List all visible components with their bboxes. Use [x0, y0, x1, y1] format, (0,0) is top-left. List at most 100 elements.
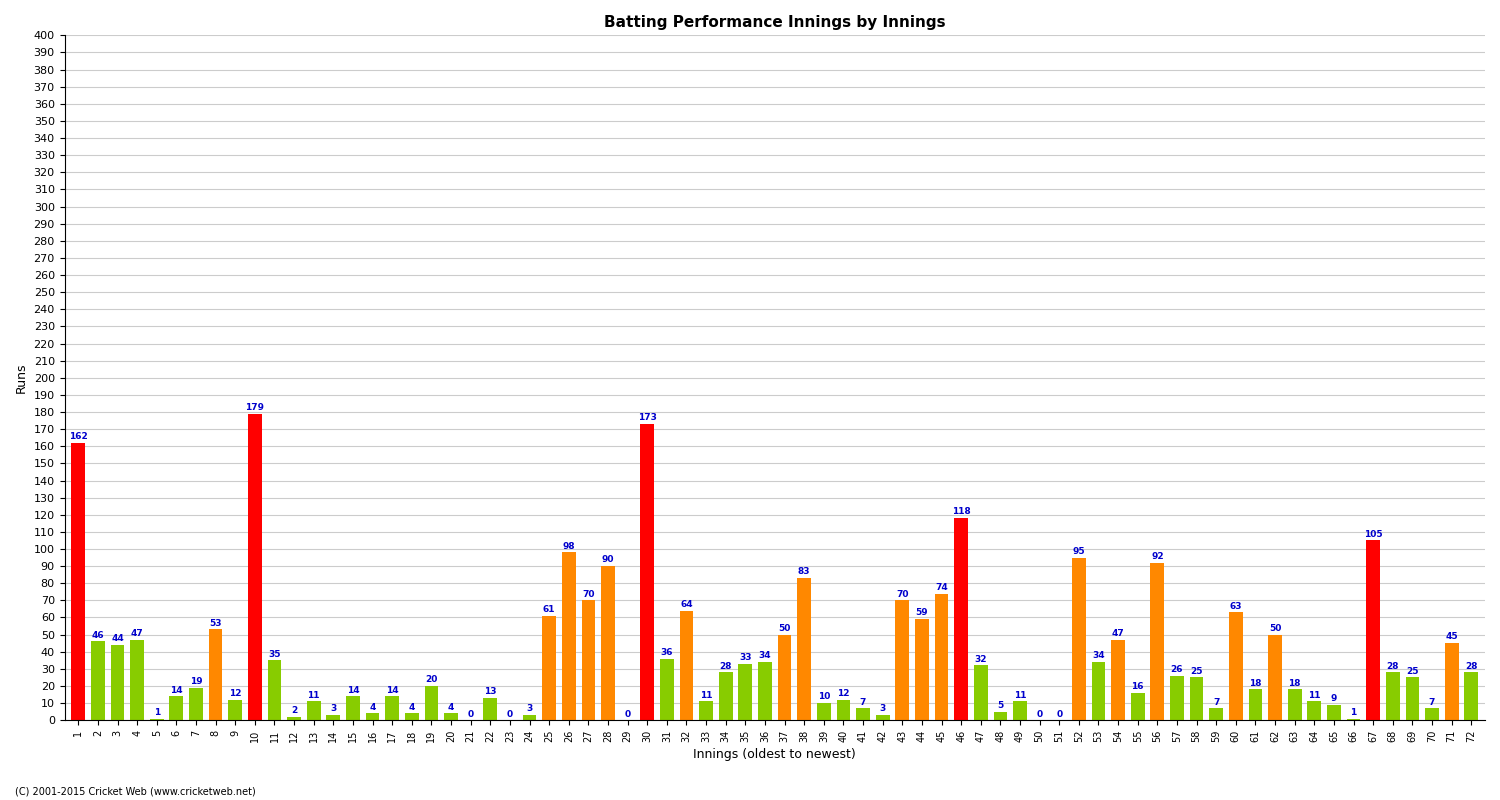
Bar: [974, 666, 987, 720]
Bar: [798, 578, 812, 720]
Text: 105: 105: [1364, 530, 1383, 538]
Bar: [1366, 541, 1380, 720]
Bar: [327, 715, 340, 720]
Bar: [915, 619, 928, 720]
Text: 47: 47: [1112, 629, 1125, 638]
Bar: [1268, 634, 1282, 720]
Text: 1: 1: [153, 708, 160, 717]
Bar: [130, 640, 144, 720]
Text: 10: 10: [818, 692, 830, 702]
Text: 4: 4: [408, 702, 416, 712]
Text: 0: 0: [1056, 710, 1062, 718]
Bar: [1072, 558, 1086, 720]
Bar: [582, 600, 596, 720]
Y-axis label: Runs: Runs: [15, 362, 28, 393]
Text: 0: 0: [468, 710, 474, 718]
Bar: [522, 715, 537, 720]
Bar: [228, 700, 242, 720]
Text: 0: 0: [624, 710, 630, 718]
Text: 92: 92: [1150, 552, 1164, 561]
Bar: [209, 630, 222, 720]
Text: 50: 50: [1269, 624, 1281, 633]
Text: 25: 25: [1406, 666, 1419, 676]
Bar: [1190, 678, 1203, 720]
Text: 59: 59: [915, 609, 928, 618]
Text: 35: 35: [268, 650, 280, 658]
Text: 18: 18: [1288, 678, 1300, 688]
Text: 16: 16: [1131, 682, 1144, 691]
Bar: [366, 714, 380, 720]
Bar: [424, 686, 438, 720]
Text: 53: 53: [210, 618, 222, 628]
Text: 11: 11: [1308, 690, 1320, 700]
Bar: [718, 672, 732, 720]
Text: 9: 9: [1330, 694, 1336, 703]
Text: 4: 4: [369, 702, 375, 712]
Bar: [1170, 676, 1184, 720]
Text: 28: 28: [1386, 662, 1400, 670]
Bar: [543, 616, 556, 720]
Bar: [483, 698, 496, 720]
Bar: [738, 664, 752, 720]
Text: 83: 83: [798, 567, 810, 576]
Bar: [267, 660, 282, 720]
Text: 63: 63: [1230, 602, 1242, 610]
Text: 0: 0: [507, 710, 513, 718]
Bar: [386, 696, 399, 720]
Text: 14: 14: [170, 686, 183, 694]
Text: 14: 14: [386, 686, 399, 694]
Bar: [818, 703, 831, 720]
Text: 7: 7: [1430, 698, 1436, 706]
Text: 13: 13: [484, 687, 496, 696]
Bar: [934, 594, 948, 720]
Bar: [1092, 662, 1106, 720]
Text: 3: 3: [526, 704, 532, 714]
Bar: [346, 696, 360, 720]
Bar: [1308, 702, 1322, 720]
Bar: [1347, 718, 1360, 720]
Text: 28: 28: [720, 662, 732, 670]
Text: 162: 162: [69, 432, 87, 441]
Text: 4: 4: [448, 702, 454, 712]
Bar: [640, 424, 654, 720]
Text: 7: 7: [859, 698, 865, 706]
Text: 33: 33: [740, 653, 752, 662]
Text: 11: 11: [1014, 690, 1026, 700]
Bar: [150, 718, 164, 720]
Text: 118: 118: [952, 507, 970, 517]
Bar: [954, 518, 968, 720]
Text: 70: 70: [896, 590, 909, 598]
Text: 1: 1: [1350, 708, 1356, 717]
Text: 12: 12: [837, 689, 849, 698]
Text: 64: 64: [680, 600, 693, 609]
Bar: [1150, 562, 1164, 720]
Text: 14: 14: [346, 686, 360, 694]
Title: Batting Performance Innings by Innings: Batting Performance Innings by Innings: [604, 15, 945, 30]
Text: 46: 46: [92, 630, 104, 640]
Bar: [856, 708, 870, 720]
Text: 45: 45: [1446, 633, 1458, 642]
Text: 0: 0: [1036, 710, 1042, 718]
Bar: [1464, 672, 1478, 720]
Bar: [758, 662, 772, 720]
Text: 44: 44: [111, 634, 125, 643]
Text: 34: 34: [759, 651, 771, 660]
Bar: [876, 715, 890, 720]
Text: 70: 70: [582, 590, 594, 598]
Text: 5: 5: [998, 701, 1004, 710]
Text: 34: 34: [1092, 651, 1106, 660]
Bar: [1112, 640, 1125, 720]
Bar: [248, 414, 261, 720]
Bar: [286, 717, 302, 720]
Bar: [1131, 693, 1144, 720]
Bar: [837, 700, 850, 720]
Bar: [1444, 643, 1458, 720]
Bar: [1228, 612, 1242, 720]
Text: (C) 2001-2015 Cricket Web (www.cricketweb.net): (C) 2001-2015 Cricket Web (www.cricketwe…: [15, 786, 255, 796]
Text: 90: 90: [602, 555, 613, 565]
Text: 179: 179: [246, 403, 264, 412]
Bar: [680, 610, 693, 720]
Text: 95: 95: [1072, 547, 1084, 556]
Bar: [1328, 705, 1341, 720]
Bar: [1425, 708, 1438, 720]
